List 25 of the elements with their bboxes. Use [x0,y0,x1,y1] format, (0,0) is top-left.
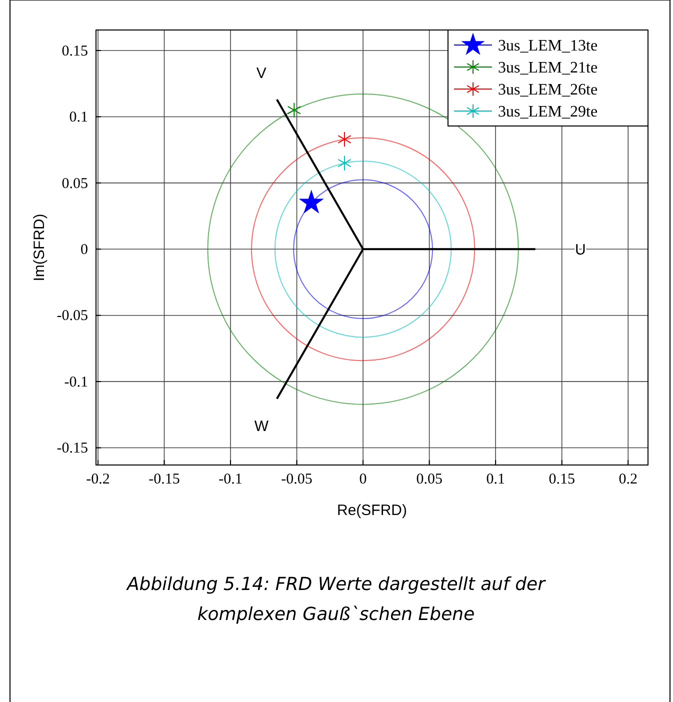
annotation: W [254,418,270,435]
y-tick-label: 0.15 [62,43,88,60]
legend-label: 3us_LEM_13te [498,38,598,55]
y-tick-label: 0.05 [62,176,88,192]
annotation: V [256,64,266,82]
x-tick-label: 0.1 [486,472,505,488]
text: Abbildung 5.14: FRD Werte dargestellt auf der komplexen Gauß`schen Ebene [126,574,547,625]
legend-label: 3us_LEM_21te [498,60,598,77]
x-tick-label: 0.2 [618,472,638,488]
legend-label: 3us_LEM_29te [498,104,598,121]
x-axis-title: Re(SFRD) [337,502,407,519]
x-tick-label: -0.15 [148,472,180,488]
y-tick-label: -0.15 [56,440,88,457]
x-tick-label: -0.1 [218,472,242,488]
y-tick-label: -0.1 [64,374,88,390]
x-tick-label: 0.05 [416,472,442,488]
x-tick-label: 0.15 [548,472,575,488]
y-axis-title: Im(SFRD) [31,214,48,282]
y-tick-label: -0.05 [56,308,88,324]
y-tick-label: 0.1 [69,110,88,126]
x-tick-label: 0 [359,472,367,488]
x-tick-label: -0.05 [281,472,312,488]
legend-label: 3us_LEM_26te [498,82,598,99]
y-tick-label: 0 [80,242,88,258]
x-tick-label: -0.2 [86,472,110,488]
